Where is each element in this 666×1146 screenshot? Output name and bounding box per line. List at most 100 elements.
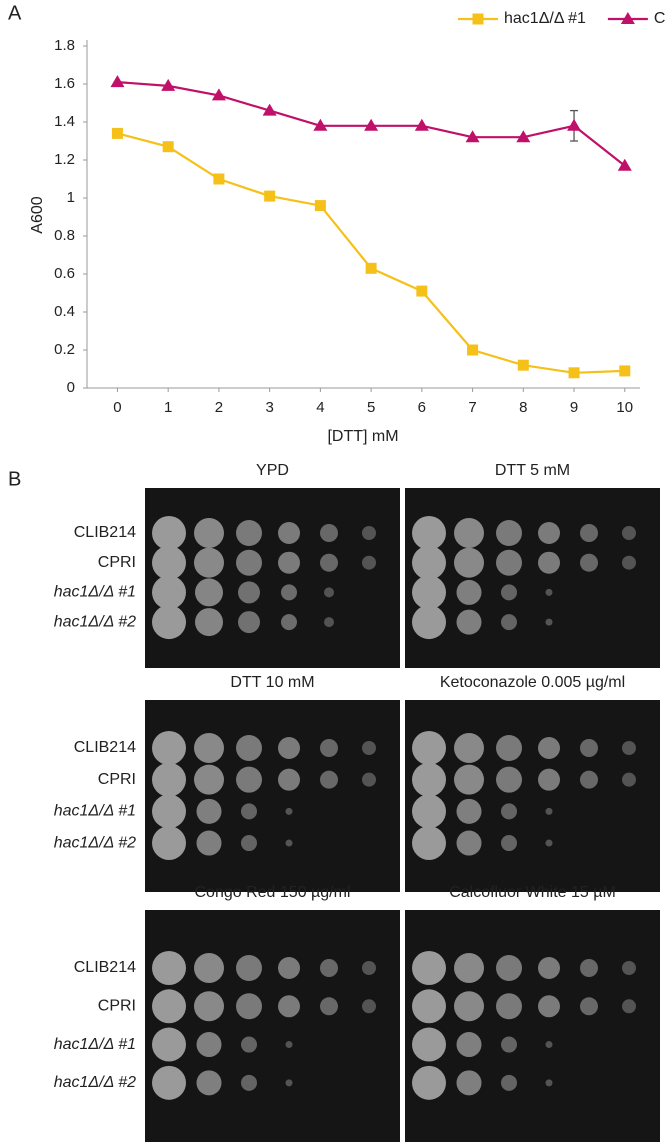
spot [538,551,560,574]
spot [241,803,257,820]
spot [412,951,446,985]
spot [285,839,293,847]
spot [412,731,446,765]
spot [152,826,186,861]
spot [622,555,636,570]
spot [196,1032,222,1058]
spot [454,733,484,763]
spot [456,609,482,635]
spot [545,588,553,596]
plate-title: Calcofluor White 15 µM [449,884,616,901]
spot [362,526,376,540]
spot [238,611,260,634]
spot [538,768,560,791]
spot [152,731,186,765]
spot [320,524,338,542]
panel-label: B [8,468,21,490]
marker [162,141,174,153]
plate [405,700,660,892]
spot [412,605,446,640]
x-tick-label: 8 [519,399,527,416]
marker [161,78,176,91]
spot [362,555,376,570]
spot [580,997,598,1016]
panel-label: A [8,2,22,24]
strain-label: CPRI [98,771,136,788]
marker [111,127,123,139]
marker [465,130,480,143]
y-tick-label: 0 [67,379,75,396]
plate-title: DTT 10 mM [230,674,314,691]
spot [362,741,376,755]
spot [622,999,636,1014]
spot [285,807,293,815]
spot [196,830,222,856]
x-tick-label: 3 [265,399,273,416]
spot [320,739,338,757]
spot [278,522,300,544]
x-tick-label: 10 [616,399,633,416]
spot [238,581,260,604]
strain-label: hac1Δ/Δ #2 [54,613,136,630]
spot [236,955,262,981]
spot [496,993,522,1020]
spot [622,526,636,540]
spot [281,614,297,631]
legend-label: hac1Δ/Δ #1 [504,10,586,27]
spot [278,768,300,791]
spot [454,953,484,983]
spot [152,951,186,985]
spot [580,770,598,789]
x-tick-label: 4 [316,399,324,416]
plate [145,700,400,892]
spot [501,584,517,601]
y-tick-label: 1.8 [54,37,75,54]
spot [412,1027,446,1062]
marker [472,13,484,25]
marker [211,88,226,101]
y-tick-label: 0.4 [54,303,75,320]
spot [580,739,598,757]
spot [580,553,598,572]
spot [194,518,224,548]
y-tick-label: 0.8 [54,227,75,244]
marker [314,200,326,212]
x-tick-label: 5 [367,399,375,416]
spot [412,762,446,797]
marker [467,344,479,356]
spot [194,764,224,795]
spot [454,547,484,578]
spot [236,549,262,576]
spot [456,579,482,605]
spot [194,953,224,983]
spot [241,1036,257,1053]
spot [362,772,376,787]
marker [516,130,531,143]
spot [538,995,560,1018]
spot [324,587,334,598]
plate-title: Congo Red 150 µg/ml [195,884,351,901]
spot [545,807,553,815]
x-tick-label: 1 [164,399,172,416]
y-tick-label: 1 [67,189,75,206]
spot [278,995,300,1018]
spot [496,766,522,793]
spot [456,1032,482,1058]
x-tick-label: 9 [570,399,578,416]
spot [152,1065,186,1100]
spot [412,989,446,1024]
strain-label: CLIB214 [74,524,136,541]
plate-title: DTT 5 mM [495,462,570,479]
spot [194,547,224,578]
spot [545,618,553,626]
spot [622,741,636,755]
spot [152,605,186,640]
marker [620,12,635,24]
spot [456,798,482,824]
spot [320,553,338,572]
spot [412,575,446,610]
spot [538,522,560,544]
spot [622,961,636,975]
spot [501,803,517,820]
plate-title: Ketoconazole 0.005 µg/ml [440,674,625,691]
